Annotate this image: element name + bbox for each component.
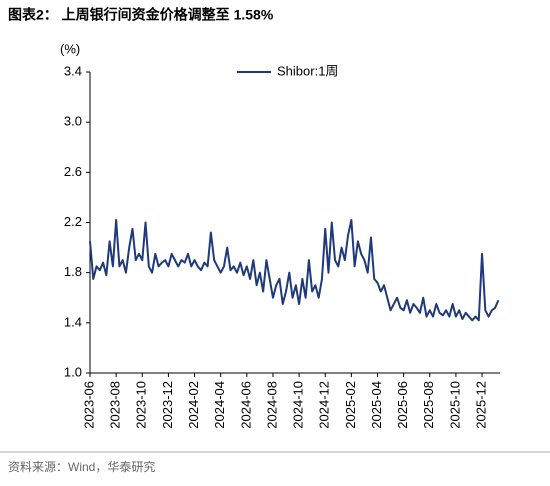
legend-label: Shibor:1周 bbox=[277, 63, 338, 78]
x-tick-label: 2025-08 bbox=[421, 381, 436, 429]
x-tick-label: 2025-12 bbox=[473, 381, 488, 429]
y-tick-label: 2.6 bbox=[64, 164, 82, 179]
y-tick-label: 1.4 bbox=[64, 314, 82, 329]
x-tick-label: 2024-12 bbox=[317, 381, 332, 429]
x-tick-label: 2023-10 bbox=[134, 381, 149, 429]
x-tick-label: 2024-10 bbox=[291, 381, 306, 429]
x-tick-label: 2023-06 bbox=[81, 381, 96, 429]
chart-title: 图表2： 上周银行间资金价格调整至 1.58% bbox=[8, 7, 274, 23]
y-tick-label: 3.0 bbox=[64, 114, 82, 129]
x-tick-label: 2024-04 bbox=[212, 381, 227, 429]
x-tick-label: 2024-08 bbox=[264, 381, 279, 429]
x-tick-label: 2023-08 bbox=[108, 381, 123, 429]
y-axis-label: (%) bbox=[60, 41, 80, 56]
source-note: 资料来源：Wind，华泰研究 bbox=[8, 459, 155, 474]
x-tick-label: 2024-06 bbox=[238, 381, 253, 429]
y-tick-label: 1.8 bbox=[64, 264, 82, 279]
x-tick-label: 2025-10 bbox=[447, 381, 462, 429]
x-tick-label: 2024-02 bbox=[186, 381, 201, 429]
x-tick-label: 2025-04 bbox=[369, 381, 384, 429]
data-line bbox=[89, 218, 500, 322]
x-tick-label: 2025-02 bbox=[343, 381, 358, 429]
y-tick-label: 3.4 bbox=[64, 63, 82, 78]
x-tick-label: 2025-06 bbox=[395, 381, 410, 429]
x-tick-label: 2023-12 bbox=[160, 381, 175, 429]
y-tick-label: 2.2 bbox=[64, 214, 82, 229]
y-tick-label: 1.0 bbox=[64, 364, 82, 379]
